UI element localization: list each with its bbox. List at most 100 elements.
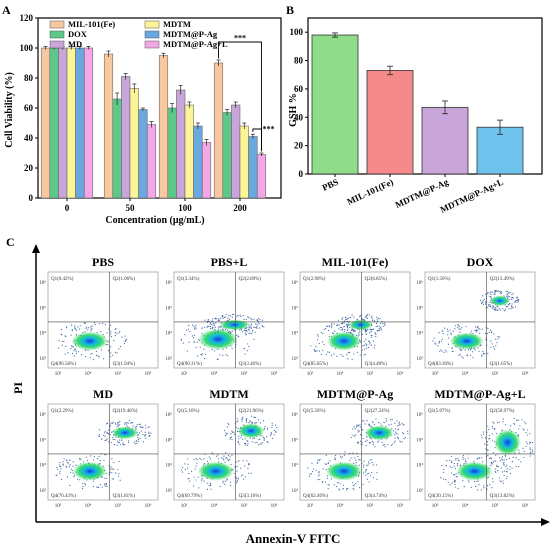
flow-plot-point xyxy=(56,466,58,469)
chart-a-xtick-label: 100 xyxy=(178,203,192,213)
flow-plot-point xyxy=(389,419,392,421)
flow-plot-ytick: 10⁴ xyxy=(165,331,172,337)
flow-plot-point xyxy=(363,318,365,320)
flow-plot-point xyxy=(438,340,441,342)
flow-plot-point xyxy=(245,419,247,421)
flow-plot-point xyxy=(127,422,129,424)
flow-plot-point xyxy=(446,328,449,330)
flow-plot-point xyxy=(506,476,508,478)
flow-plot-point xyxy=(126,424,128,426)
flow-plot-point xyxy=(224,480,227,482)
flow-plot-xtick: 10⁵ xyxy=(492,503,499,509)
flow-plot-point xyxy=(515,465,517,468)
flow-plot-point xyxy=(441,338,443,340)
flow-plot-q1: Q1(3.34%) xyxy=(177,277,200,282)
flow-plot-point xyxy=(262,420,265,422)
flow-plot-ytick: 10⁵ xyxy=(39,305,46,311)
chart-b-ytick-label: 80 xyxy=(294,56,304,66)
chart-a-bar xyxy=(222,112,232,199)
flow-plot-point xyxy=(454,328,456,330)
flow-plot-ytick: 10⁴ xyxy=(416,331,423,337)
flow-plot-point xyxy=(347,328,349,330)
flow-plot-point xyxy=(58,340,60,342)
flow-plot-point xyxy=(92,359,94,361)
chart-a-bar xyxy=(121,76,131,199)
flow-plot-point xyxy=(114,331,117,334)
flow-plot-point xyxy=(495,432,498,435)
chart-a-bar xyxy=(184,104,194,199)
flow-plot-point xyxy=(71,330,73,332)
flow-plot-point xyxy=(242,460,244,462)
flow-plot-point xyxy=(271,437,274,439)
flow-plot-point xyxy=(122,444,124,446)
flow-plot-point xyxy=(269,434,272,436)
flow-plot-point xyxy=(220,457,222,459)
flow-plot-point xyxy=(494,290,496,292)
flow-plot-point xyxy=(506,293,508,295)
flow-plot-point xyxy=(375,335,377,338)
flow-plot-point xyxy=(373,423,376,426)
flow-plot-point xyxy=(316,349,318,352)
flow-plot-point xyxy=(336,325,338,327)
flow-plot-point xyxy=(99,484,102,486)
flow-plot-point xyxy=(343,454,346,456)
flow-plot-point xyxy=(355,459,357,461)
flow-plot-point xyxy=(372,318,374,320)
flow-plot-point xyxy=(495,309,497,312)
flow-plot-point xyxy=(432,340,434,342)
flow-plot-point xyxy=(325,328,327,330)
chart-b-ytick-label: 0 xyxy=(299,169,304,179)
flow-plot-point xyxy=(204,326,206,328)
flow-plot-point xyxy=(227,329,229,331)
flow-plot-point xyxy=(104,483,106,485)
flow-plot-point xyxy=(458,325,460,327)
flow-plot-point xyxy=(208,325,210,328)
flow-plot-point xyxy=(226,433,228,435)
flow-plot-point xyxy=(237,335,239,337)
flow-plot-point xyxy=(245,420,248,422)
flow-plot-point xyxy=(197,355,199,357)
flow-plot-point xyxy=(315,469,317,472)
flow-plot-point xyxy=(186,350,188,352)
flow-plot-point xyxy=(379,423,381,425)
flow-plot-point xyxy=(495,345,497,347)
flow-plot-point xyxy=(112,438,114,440)
flow-plot-point xyxy=(377,329,379,332)
flow-plot-point xyxy=(253,326,255,328)
flow-plot-point xyxy=(511,467,513,469)
flow-plot-point xyxy=(527,429,529,431)
flow-plot-point xyxy=(390,444,392,447)
flow-plot-point xyxy=(209,325,212,328)
flow-plot-point xyxy=(397,437,400,439)
flow-plot-point xyxy=(208,485,210,487)
flow-plot-point xyxy=(476,489,479,491)
flow-plot-point xyxy=(276,426,278,429)
flow-plot-point xyxy=(210,322,212,324)
flow-plot-point xyxy=(94,323,96,326)
flow-plot-point xyxy=(513,423,516,425)
flow-plot-q4: Q4(30.15%) xyxy=(428,494,453,499)
flow-plot-point xyxy=(363,420,365,422)
flow-plot-point xyxy=(105,483,108,485)
flow-plot-point xyxy=(243,347,245,350)
flow-plot-point xyxy=(110,346,112,348)
flow-plot-point xyxy=(148,435,150,438)
chart-a-bar xyxy=(231,104,241,199)
flow-plot-point xyxy=(326,475,328,477)
flow-plot-point xyxy=(494,468,496,470)
flow-plot-point xyxy=(517,419,519,421)
flow-plot-point xyxy=(364,423,366,425)
flow-plot-point xyxy=(201,353,203,355)
flow-plot-point xyxy=(87,329,89,331)
flow-plot-point xyxy=(448,337,450,339)
flow-plot-point xyxy=(96,355,98,357)
flow-plot-point xyxy=(464,349,466,351)
flow-plot-q3: Q3(13.82%) xyxy=(490,494,515,499)
flow-plot-point xyxy=(488,434,491,437)
flow-plot-point xyxy=(247,464,250,466)
flow-plot-point xyxy=(248,462,250,465)
chart-b-ytick-label: 60 xyxy=(294,84,304,94)
flow-plot-point xyxy=(495,338,497,340)
flow-plot-point xyxy=(462,454,464,457)
flow-plot-point xyxy=(483,352,485,354)
